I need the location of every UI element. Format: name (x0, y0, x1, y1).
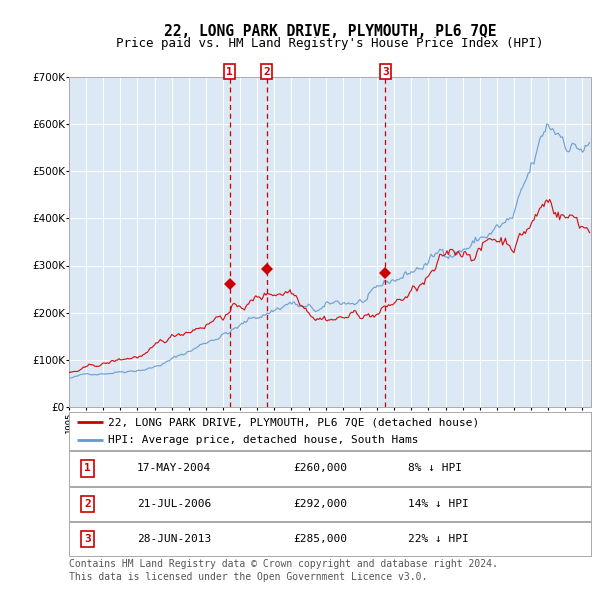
Text: 14% ↓ HPI: 14% ↓ HPI (409, 499, 469, 509)
Text: £285,000: £285,000 (293, 535, 347, 544)
Text: 8% ↓ HPI: 8% ↓ HPI (409, 464, 463, 473)
Text: 2: 2 (263, 67, 270, 77)
Text: £292,000: £292,000 (293, 499, 347, 509)
Text: Price paid vs. HM Land Registry's House Price Index (HPI): Price paid vs. HM Land Registry's House … (116, 37, 544, 50)
Text: 22, LONG PARK DRIVE, PLYMOUTH, PL6 7QE (detached house): 22, LONG PARK DRIVE, PLYMOUTH, PL6 7QE (… (108, 417, 479, 427)
Text: HPI: Average price, detached house, South Hams: HPI: Average price, detached house, Sout… (108, 435, 419, 445)
Text: 22, LONG PARK DRIVE, PLYMOUTH, PL6 7QE: 22, LONG PARK DRIVE, PLYMOUTH, PL6 7QE (164, 24, 496, 38)
Text: 3: 3 (84, 535, 91, 544)
Text: This data is licensed under the Open Government Licence v3.0.: This data is licensed under the Open Gov… (69, 572, 427, 582)
Text: 21-JUL-2006: 21-JUL-2006 (137, 499, 211, 509)
Text: 3: 3 (382, 67, 389, 77)
Text: £260,000: £260,000 (293, 464, 347, 473)
Text: 17-MAY-2004: 17-MAY-2004 (137, 464, 211, 473)
Text: 2: 2 (84, 499, 91, 509)
Text: 1: 1 (84, 464, 91, 473)
Text: 28-JUN-2013: 28-JUN-2013 (137, 535, 211, 544)
Text: 1: 1 (226, 67, 233, 77)
Text: 22% ↓ HPI: 22% ↓ HPI (409, 535, 469, 544)
Text: Contains HM Land Registry data © Crown copyright and database right 2024.: Contains HM Land Registry data © Crown c… (69, 559, 498, 569)
